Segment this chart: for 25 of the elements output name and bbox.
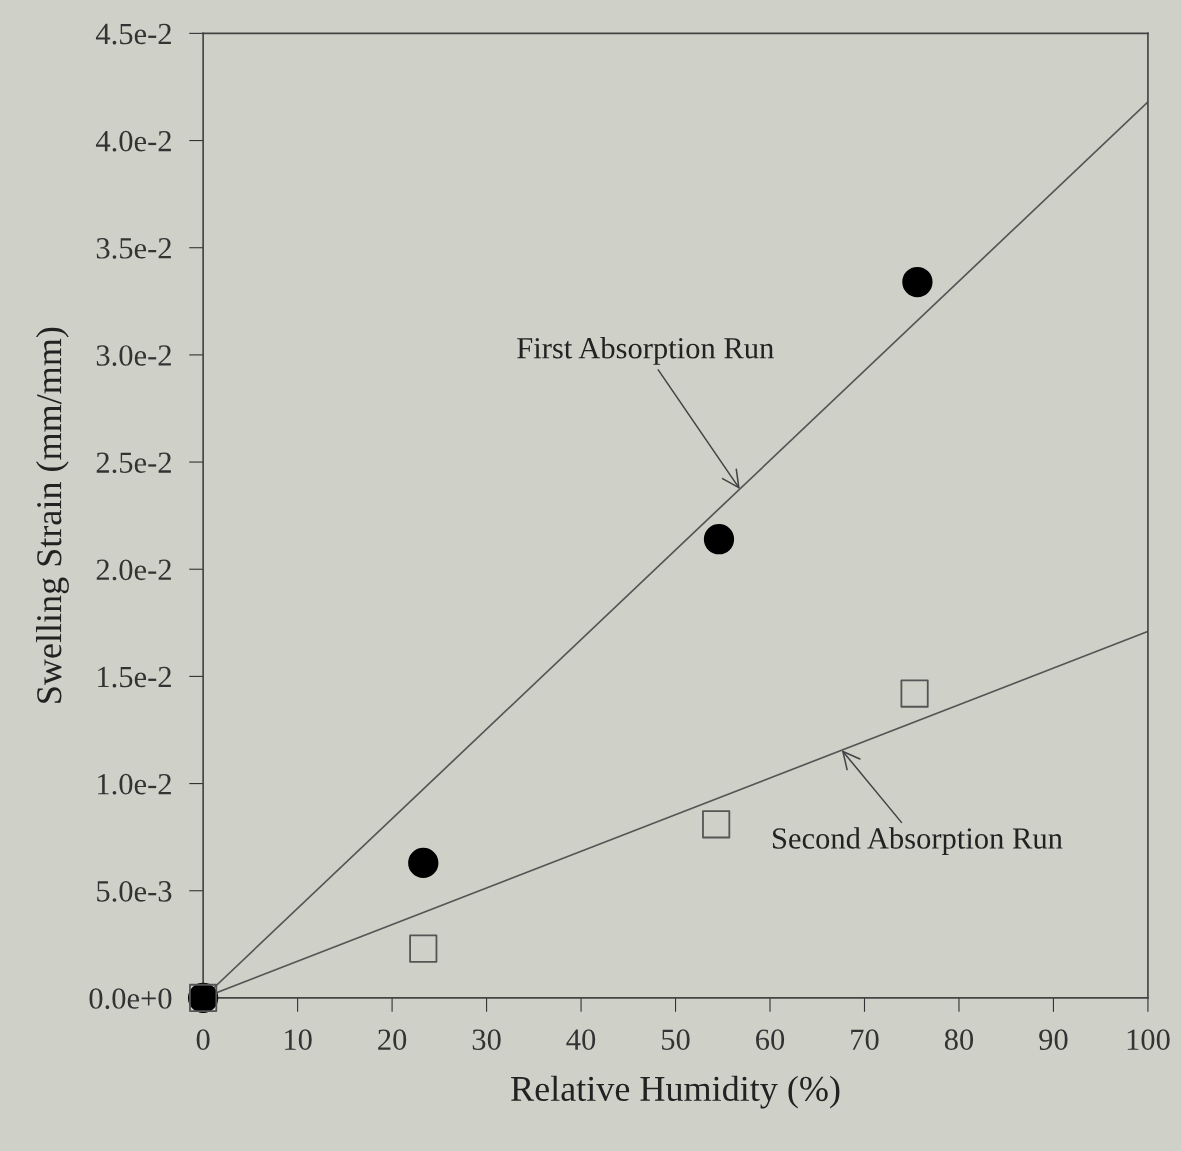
y-axis-title: Swelling Strain (mm/mm)	[36, 327, 69, 703]
y-tick-label: 0.0e+0	[89, 988, 172, 1009]
x-tick-label: 30	[472, 1029, 501, 1050]
y-tick-label: 4.0e-2	[95, 130, 171, 152]
x-tick-label: 50	[662, 1029, 690, 1050]
x-tick-label: 10	[285, 1029, 312, 1050]
y-tick-label: 2.5e-2	[96, 452, 171, 474]
y-tick-label: 4.5e-2	[95, 23, 171, 45]
x-axis-title: Relative Humidity (%)	[511, 1075, 840, 1109]
x-tick-label: 60	[756, 1029, 785, 1050]
x-tick-label: 70	[851, 1029, 879, 1050]
y-tick-label: 2.0e-2	[96, 559, 171, 581]
x-tick-label: 40	[566, 1029, 596, 1050]
y-tick-label: 1.5e-2	[98, 666, 171, 688]
x-tick-label: 80	[944, 1029, 974, 1050]
x-tick-label: 0	[196, 1029, 210, 1050]
x-tick-label: 20	[378, 1029, 407, 1050]
x-tick-label: 100	[1127, 1029, 1170, 1050]
y-tick-label: 3.5e-2	[96, 238, 171, 259]
y-tick-label: 3.0e-2	[96, 345, 171, 366]
y-tick-label: 5.0e-3	[97, 881, 172, 902]
annotation: Second Absorption Run	[773, 827, 1063, 856]
x-tick-label: 90	[1039, 1029, 1068, 1050]
y-tick-label: 1.0e-2	[98, 773, 171, 795]
annotation: First Absorption Run	[517, 337, 774, 365]
